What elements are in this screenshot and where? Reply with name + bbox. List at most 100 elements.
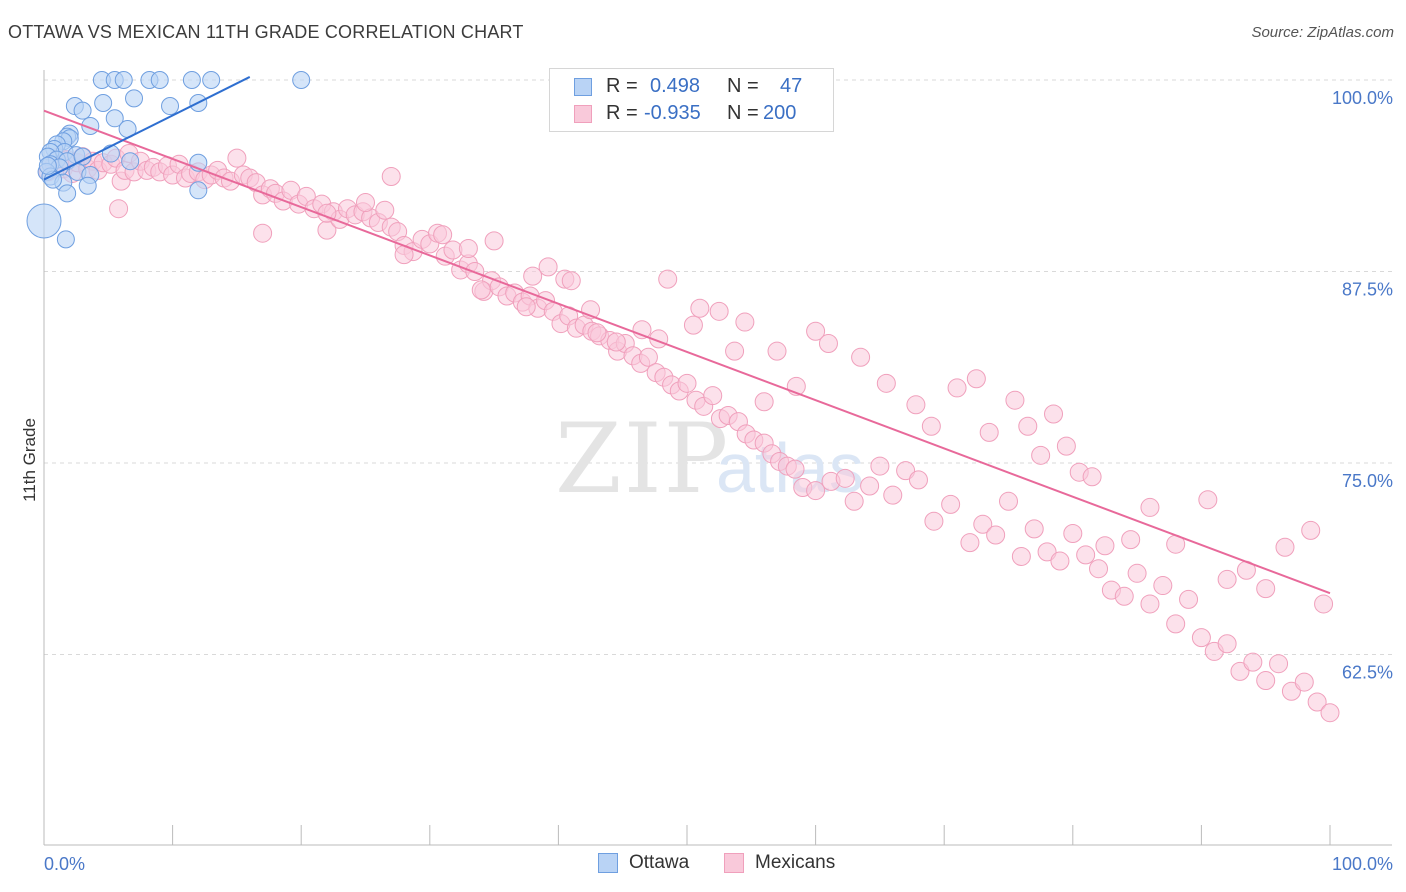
ottawa-point bbox=[73, 101, 92, 120]
source-label: Source: ZipAtlas.com bbox=[1251, 24, 1394, 41]
mexicans-point bbox=[638, 347, 658, 367]
ottawa-point bbox=[105, 109, 124, 128]
ottawa-point bbox=[150, 71, 169, 89]
ottawa-point bbox=[202, 71, 221, 89]
mexicans-point bbox=[1140, 497, 1160, 517]
mexicans-point bbox=[253, 223, 273, 243]
mexicans-point bbox=[433, 225, 453, 245]
ottawa-point bbox=[94, 93, 113, 112]
mexicans-point bbox=[1256, 579, 1276, 599]
mexicans-point bbox=[683, 315, 703, 335]
mexicans-point bbox=[561, 271, 581, 291]
mexicans-point bbox=[835, 468, 855, 488]
mexicans-point bbox=[458, 239, 478, 259]
ottawa-point bbox=[26, 203, 62, 239]
mexicans-point bbox=[109, 199, 129, 219]
mexicans-point bbox=[1114, 586, 1134, 606]
mexicans-point bbox=[1050, 551, 1070, 571]
mexicans-point bbox=[806, 321, 826, 341]
mexicans-point bbox=[516, 297, 536, 317]
mexicans-point bbox=[538, 257, 558, 277]
mexicans-point bbox=[1121, 530, 1141, 550]
mexicans-point bbox=[851, 347, 871, 367]
mexicans-legend-swatch bbox=[724, 853, 744, 873]
mexicans-point bbox=[941, 494, 961, 514]
mexicans-point bbox=[703, 386, 723, 406]
mexicans-point bbox=[1044, 404, 1064, 424]
mexicans-point bbox=[754, 392, 774, 412]
legend-r-label: R = bbox=[606, 75, 638, 97]
mexicans-point bbox=[921, 416, 941, 436]
mexicans-point bbox=[375, 200, 395, 220]
ottawa-point bbox=[182, 71, 201, 89]
mexicans-point bbox=[1275, 537, 1295, 557]
trend-lines bbox=[43, 76, 1331, 595]
legend-r-value: 0.498 bbox=[650, 75, 701, 97]
mexicans-point bbox=[381, 167, 401, 187]
mexicans-point bbox=[1063, 523, 1083, 543]
ottawa-point bbox=[125, 89, 144, 108]
mexicans-point bbox=[606, 332, 626, 352]
x-tick-label: 100.0% bbox=[1332, 854, 1393, 874]
mexicans-swatch bbox=[574, 105, 592, 123]
watermark-zip: ZIP bbox=[555, 403, 730, 515]
mexicans-point bbox=[1269, 654, 1289, 674]
mexicans-point bbox=[725, 341, 745, 361]
mexicans-point bbox=[1018, 416, 1038, 436]
mexicans-point bbox=[896, 461, 916, 481]
stats-legend: R = 0.498 N = 47 R = -0.935 N = 200 bbox=[549, 68, 834, 132]
mexicans-point bbox=[1140, 594, 1160, 614]
mexicans-point bbox=[979, 422, 999, 442]
ottawa-point bbox=[161, 97, 180, 116]
mexicans-point bbox=[947, 378, 967, 398]
ottawa-point bbox=[189, 181, 208, 200]
mexicans-points bbox=[38, 144, 1340, 723]
mexicans-point bbox=[924, 511, 944, 531]
chart-title: OTTAWA VS MEXICAN 11TH GRADE CORRELATION… bbox=[8, 22, 524, 42]
legend-n-value: 200 bbox=[763, 102, 797, 124]
mexicans-point bbox=[658, 269, 678, 289]
mexicans-point bbox=[1314, 594, 1334, 614]
mexicans-point bbox=[767, 341, 787, 361]
ottawa-point bbox=[292, 71, 311, 89]
mexicans-point bbox=[1256, 671, 1276, 691]
mexicans-point bbox=[960, 533, 980, 553]
mexicans-point bbox=[735, 312, 755, 332]
mexicans-point bbox=[966, 369, 986, 389]
mexicans-point bbox=[1095, 536, 1115, 556]
ottawa-point bbox=[101, 144, 120, 163]
ottawa-legend-swatch bbox=[598, 853, 618, 873]
mexicans-point bbox=[709, 301, 729, 321]
legend-row-mexicans: R = -0.935 N = 200 bbox=[550, 100, 833, 128]
ottawa-point bbox=[56, 230, 75, 249]
mexicans-point bbox=[1191, 628, 1211, 648]
mexicans-point bbox=[356, 193, 375, 213]
mexicans-point bbox=[587, 323, 607, 343]
mexicans-point bbox=[999, 491, 1018, 511]
axes bbox=[43, 70, 1392, 846]
mexicans-point bbox=[484, 231, 504, 251]
legend-n-value: 47 bbox=[780, 75, 803, 97]
mexicans-legend-label: Mexicans bbox=[755, 852, 836, 873]
ottawa-legend-label: Ottawa bbox=[629, 852, 690, 873]
mexicans-point bbox=[1076, 545, 1096, 565]
legend-r-label: R = bbox=[606, 102, 638, 124]
mexicans-point bbox=[227, 148, 247, 168]
mexicans-point bbox=[1320, 703, 1340, 723]
legend-r-value: -0.935 bbox=[644, 102, 701, 124]
ottawa-swatch bbox=[574, 78, 592, 96]
y-axis-label: 11th Grade bbox=[20, 418, 39, 502]
y-tick-label: 62.5% bbox=[1342, 663, 1393, 683]
mexicans-point bbox=[1011, 546, 1031, 566]
mexicans-point bbox=[973, 514, 993, 534]
ottawa-point bbox=[78, 176, 97, 195]
mexicans-point bbox=[806, 481, 826, 501]
mexicans-point bbox=[1281, 681, 1301, 701]
mexicans-point bbox=[986, 525, 1006, 545]
mexicans-point bbox=[844, 491, 864, 511]
mexicans-point bbox=[1294, 672, 1314, 692]
mexicans-point bbox=[1005, 390, 1025, 410]
y-tick-label: 87.5% bbox=[1342, 280, 1393, 300]
ottawa-point bbox=[58, 184, 77, 203]
